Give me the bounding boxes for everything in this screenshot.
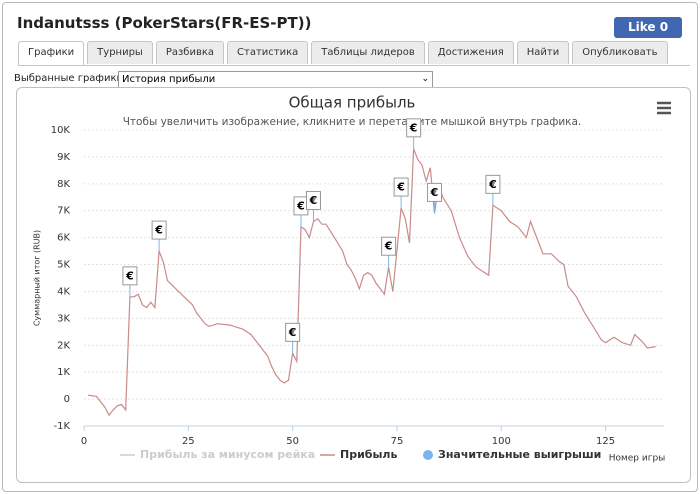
y-tick-label: 0 <box>64 394 70 405</box>
chart: Общая прибыль Чтобы увеличить изображени… <box>33 94 671 464</box>
x-tick-label: 0 <box>81 436 87 447</box>
y-tick-label: 3K <box>57 313 70 324</box>
x-axis-title: Номер игры <box>609 454 666 464</box>
chart-panel: Общая прибыль Чтобы увеличить изображени… <box>16 87 691 483</box>
flag-label: € <box>288 326 297 339</box>
window-title: Indanutsss (PokerStars(FR-ES-PT)) <box>17 14 312 32</box>
y-tick-label: 8K <box>57 179 70 190</box>
y-tick-label: 4K <box>57 286 70 297</box>
flag-label: € <box>384 240 393 253</box>
y-tick-label: 7K <box>57 206 70 217</box>
y-tick-label: -1K <box>53 421 70 432</box>
flag <box>427 182 443 202</box>
legend-label: Прибыль за минусом рейка <box>140 448 315 461</box>
flag-label: € <box>296 199 305 212</box>
flag-label: € <box>125 269 134 282</box>
x-tick-label: 50 <box>286 436 299 447</box>
tab-bar: Графики Турниры Разбивка Статистика Таблицы … <box>18 41 690 66</box>
flag-label: € <box>396 181 405 194</box>
legend-symbol <box>423 450 433 460</box>
legend-label: Значительные выигрыши <box>438 448 601 461</box>
y-tick-label: 9K <box>57 152 70 163</box>
dropdown-arrow: ⌄ <box>421 74 429 84</box>
flag-label: € <box>154 224 163 237</box>
menu-icon[interactable] <box>657 101 671 115</box>
flag <box>485 174 501 194</box>
flag <box>393 177 409 197</box>
selector-value: История прибыли <box>122 74 216 85</box>
flag-label: € <box>430 186 439 199</box>
tab[interactable]: Опубликовать <box>572 41 668 64</box>
tab[interactable]: Статистика <box>227 41 309 64</box>
flag <box>122 266 138 286</box>
tab[interactable]: Достижения <box>427 41 514 64</box>
y-tick-label: 10K <box>51 125 71 136</box>
x-tick-label: 125 <box>596 436 615 447</box>
flag-label: € <box>488 178 497 191</box>
legend-label: Прибыль <box>340 448 397 461</box>
like-button[interactable]: Like 0 <box>614 17 682 38</box>
x-tick-label: 75 <box>391 436 404 447</box>
x-tick-label: 100 <box>492 436 511 447</box>
flag <box>151 220 167 240</box>
profit-line <box>88 148 656 417</box>
chart-selector[interactable]: История прибыли ⌄ <box>118 71 433 88</box>
x-tick-label: 25 <box>182 436 195 447</box>
chart-title: Общая прибыль <box>289 94 416 112</box>
tab[interactable]: Таблицы лидеров <box>311 41 425 64</box>
y-tick-label: 2K <box>57 340 70 351</box>
flag <box>381 236 397 256</box>
flag <box>406 118 422 138</box>
y-tick-label: 1K <box>57 367 70 378</box>
tab[interactable]: Турниры <box>87 41 153 64</box>
flag-label: € <box>309 194 318 207</box>
chart-subtitle: Чтобы увеличить изображение, кликните и … <box>123 116 582 128</box>
selector-label: Выбранные графики: <box>14 73 127 84</box>
y-tick-label: 5K <box>57 260 70 271</box>
flag <box>305 190 321 210</box>
tab[interactable]: Найти <box>516 41 570 64</box>
flag <box>285 322 301 342</box>
flag-label: € <box>409 121 418 134</box>
y-axis-title: Суммарный итог (RUB) <box>33 230 42 326</box>
tab[interactable]: Графики <box>18 41 85 65</box>
y-tick-label: 6K <box>57 233 70 244</box>
tab[interactable]: Разбивка <box>155 41 225 64</box>
